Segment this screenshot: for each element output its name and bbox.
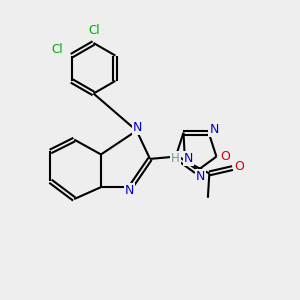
Text: N: N [196,170,205,183]
Text: N: N [209,123,219,136]
Text: O: O [220,150,230,163]
Text: H: H [171,152,180,165]
Text: N: N [124,184,134,197]
Text: Cl: Cl [52,43,63,56]
Text: N: N [133,121,142,134]
Text: Cl: Cl [88,24,100,37]
Text: O: O [235,160,244,173]
Text: N: N [184,152,193,165]
